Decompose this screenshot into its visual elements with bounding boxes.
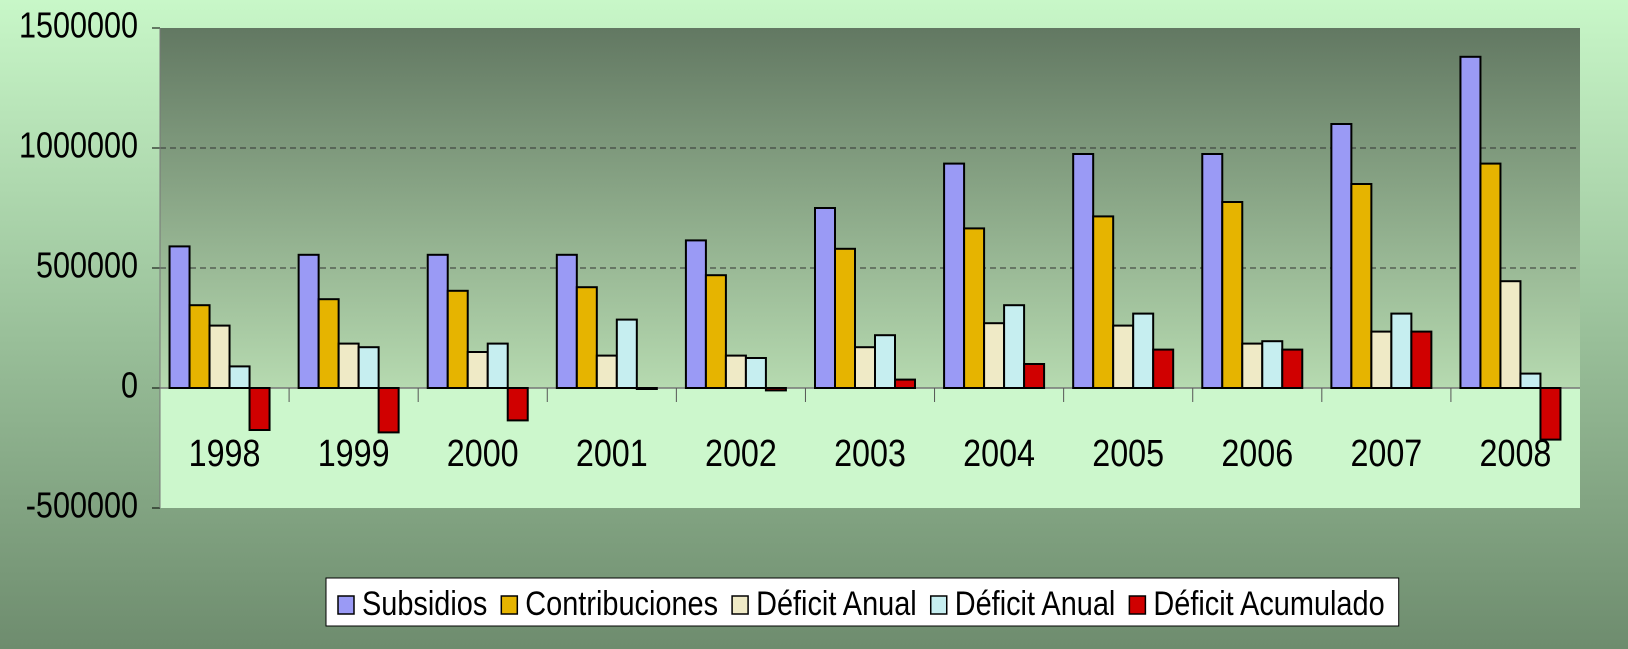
bar [357,346,380,390]
bar [1390,312,1413,390]
legend-swatch [1128,595,1147,615]
legend-swatch [929,595,948,615]
bar [635,387,658,390]
bar [595,354,618,390]
bar [1112,324,1135,390]
bar [874,334,896,390]
bar [834,247,856,389]
bar [555,253,578,389]
legend-swatch [731,595,749,615]
x-tick-label: 2008 [1480,433,1552,475]
bar [1499,280,1522,390]
bar [724,354,747,390]
bar [1221,201,1244,389]
x-tick-label: 2001 [576,433,648,475]
bar [377,387,400,434]
y-tick-label: 0 [121,366,138,406]
bar [1152,348,1175,390]
bar [446,289,469,389]
bar [963,227,986,389]
legend-swatch [337,595,355,615]
bar [1132,312,1155,390]
x-tick-label: 2000 [447,433,519,475]
x-tick-label: 1998 [189,433,261,475]
bar [1261,340,1284,390]
bar [466,351,489,389]
bar [1072,153,1095,389]
legend-label: Contribuciones [525,584,718,623]
bar [894,378,916,390]
bar [1330,123,1353,389]
bar [317,298,340,390]
bar [297,253,320,389]
legend-swatch [500,595,519,615]
bar [168,245,191,389]
legend-label: Déficit Anual [756,584,917,623]
y-tick-label: 1000000 [19,126,138,166]
bar [1281,348,1304,390]
bar [1479,162,1502,389]
bar [684,239,707,389]
bar [188,304,211,390]
bar [208,324,231,390]
bar [1410,330,1433,390]
bar [1023,363,1046,389]
y-tick-label: 500000 [36,246,138,286]
y-tick-label: 1500000 [19,6,138,46]
bar [615,318,638,390]
bar [506,387,529,422]
bar [337,342,360,390]
bar [1350,183,1373,389]
x-tick-label: 2003 [834,433,906,475]
bar [854,346,876,390]
bar [486,342,509,390]
legend-label: Déficit Acumulado [1153,584,1384,623]
legend-label: Subsidios [362,584,487,623]
bar [1370,330,1393,390]
bar [704,274,727,390]
bar [764,387,787,392]
bar [1241,342,1264,390]
bar [983,322,1006,390]
x-tick-label: 2005 [1092,433,1164,475]
x-tick-label: 1999 [318,433,390,475]
y-tick-label: -500000 [26,486,138,526]
bar [248,387,271,431]
bar [814,207,836,389]
bar [228,365,251,389]
bar [1201,153,1224,389]
x-tick-label: 2004 [963,433,1035,475]
legend-label: Déficit Anual [955,584,1116,623]
bar [1459,55,1482,390]
x-tick-label: 2002 [705,433,777,475]
x-tick-label: 2007 [1350,433,1422,475]
bar [426,253,449,389]
x-tick-label: 2006 [1221,433,1293,475]
bar [575,286,598,390]
bar [943,162,966,389]
bar [1092,215,1115,389]
bar [1519,372,1542,390]
bar [1539,387,1562,441]
bar [1003,304,1026,390]
bar [744,357,767,389]
